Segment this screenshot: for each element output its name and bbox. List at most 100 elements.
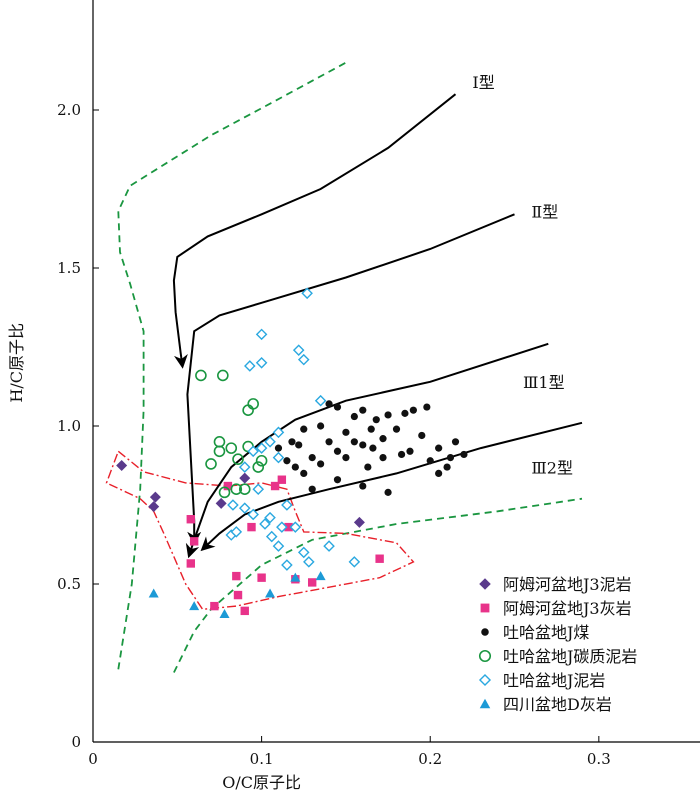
legend-label-5: 吐哈盆地J泥岩 — [503, 671, 605, 690]
y-tick-label-2: 0.5 — [57, 575, 81, 593]
point-5-1 — [301, 287, 313, 300]
point-4-14 — [238, 483, 251, 496]
curve-label-2: Ⅱ型 — [531, 202, 558, 221]
legend-label-3: 吐哈盆地J煤 — [503, 623, 589, 642]
point-3-25 — [426, 457, 434, 465]
point-2-5 — [247, 522, 256, 532]
point-3-45 — [333, 447, 342, 455]
legend-label-4: 吐哈盆地J碳质泥岩 — [503, 647, 637, 666]
series-2 — [186, 475, 384, 616]
point-1-4 — [215, 497, 227, 509]
point-3-16 — [409, 406, 417, 414]
point-5-13 — [238, 461, 251, 473]
point-4-5 — [213, 435, 226, 448]
point-3-14 — [392, 425, 401, 433]
point-2-8 — [232, 571, 241, 581]
point-6-3 — [219, 609, 230, 619]
point-3-20 — [364, 463, 372, 471]
data-point-layer — [116, 287, 468, 619]
point-4-1 — [195, 369, 207, 382]
point-3-40 — [379, 435, 387, 443]
legend-marker-4 — [478, 649, 492, 663]
legend-marker-6 — [479, 698, 491, 709]
point-5-28 — [303, 556, 315, 568]
point-3-18 — [397, 450, 406, 459]
point-3-3 — [300, 425, 308, 433]
series-4 — [195, 369, 268, 499]
y-tick-label-3: 1.0 — [57, 417, 81, 435]
point-1-6 — [353, 516, 365, 528]
series-5 — [225, 287, 361, 571]
legend-label-2: 阿姆河盆地J3灰岩 — [503, 599, 632, 618]
curve-1 — [172, 93, 457, 369]
point-4-12 — [252, 461, 265, 473]
point-3-28 — [446, 454, 455, 462]
point-2-3 — [186, 559, 195, 568]
point-4-2 — [217, 369, 229, 382]
point-4-4 — [247, 398, 259, 410]
point-3-35 — [283, 457, 291, 465]
legend-label-1: 阿姆河盆地J3泥岩 — [503, 575, 632, 594]
point-3-24 — [384, 488, 392, 496]
x-tick-label-1: 0 — [88, 750, 98, 768]
point-6-6 — [315, 571, 326, 581]
point-4-11 — [255, 454, 268, 467]
point-3-9 — [350, 438, 358, 446]
axes-layer: 0 0.1 0.2 0.3 0 0.5 1.0 1.5 2.0 O/C原子比 H/C原子比 — [7, 0, 700, 792]
point-5-18 — [259, 518, 271, 530]
point-5-9 — [264, 436, 276, 448]
point-5-24 — [297, 546, 310, 559]
point-5-31 — [281, 499, 293, 511]
green-envelope-line-2 — [173, 497, 583, 673]
point-3-4 — [308, 454, 316, 462]
point-5-15 — [227, 499, 239, 511]
point-2-15 — [375, 554, 384, 563]
red-envelope-region — [105, 450, 415, 611]
point-3-7 — [333, 403, 342, 411]
point-5-22 — [276, 521, 288, 533]
point-3-17 — [418, 431, 426, 440]
x-tick-label-3: 0.2 — [418, 750, 442, 768]
point-3-21 — [342, 454, 350, 462]
point-3-22 — [333, 476, 342, 484]
y-tick-label-5: 2.0 — [57, 101, 81, 119]
curve-2 — [186, 213, 515, 546]
point-4-6 — [225, 442, 238, 454]
point-3-42 — [295, 441, 303, 449]
point-3-12 — [372, 416, 380, 424]
point-3-41 — [369, 444, 377, 452]
legend-marker-3 — [481, 628, 489, 636]
point-2-1 — [186, 515, 195, 524]
point-3-33 — [300, 469, 308, 477]
point-3-11 — [367, 425, 375, 433]
point-3-37 — [350, 412, 358, 421]
point-3-38 — [406, 447, 414, 455]
curve-3 — [185, 342, 549, 559]
point-3-31 — [435, 469, 443, 477]
point-5-12 — [272, 451, 285, 464]
point-5-21 — [265, 530, 278, 543]
x-axis-label: O/C原子比 — [222, 773, 301, 792]
point-5-17 — [247, 508, 259, 521]
point-2-10 — [233, 590, 243, 600]
point-3-1 — [274, 444, 283, 452]
point-3-39 — [423, 403, 431, 411]
green-envelope-line-1 — [117, 61, 347, 670]
point-5-4 — [244, 360, 256, 372]
point-5-14 — [252, 483, 265, 495]
point-1-5 — [239, 472, 251, 484]
legend-marker-2 — [480, 603, 490, 613]
point-1-1 — [116, 460, 128, 471]
point-3-15 — [401, 409, 409, 417]
point-2-13 — [210, 601, 219, 611]
point-2-4 — [223, 481, 233, 491]
point-2-16 — [270, 481, 280, 491]
point-5-30 — [264, 511, 276, 524]
point-6-4 — [265, 588, 276, 598]
point-3-36 — [325, 438, 333, 446]
point-5-10 — [255, 442, 268, 454]
legend-marker-1 — [479, 578, 491, 590]
point-3-5 — [317, 422, 325, 430]
point-4-9 — [205, 458, 217, 470]
